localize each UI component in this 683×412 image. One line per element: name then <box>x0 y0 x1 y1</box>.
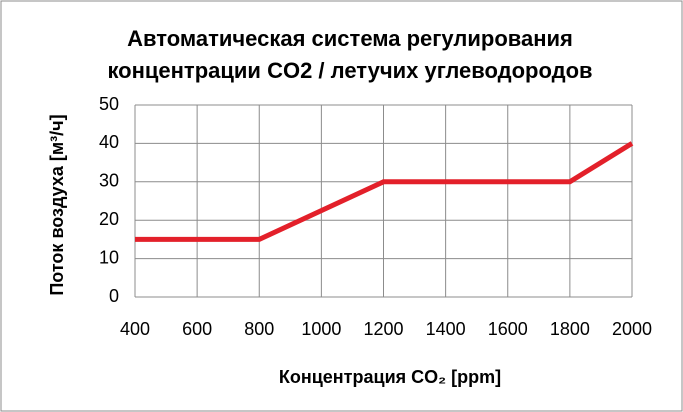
x-tick-label: 2000 <box>612 319 652 339</box>
y-tick-label: 30 <box>99 171 119 191</box>
data-line <box>135 141 634 242</box>
y-tick-label: 40 <box>99 132 119 152</box>
x-tick-label: 400 <box>120 319 150 339</box>
chart-title: Автоматическая система регулирования <box>127 26 573 51</box>
x-tick-label: 1600 <box>488 319 528 339</box>
x-tick-label: 800 <box>244 319 274 339</box>
x-tick-label: 1000 <box>301 319 341 339</box>
x-tick-label: 1200 <box>363 319 403 339</box>
x-tick-label: 600 <box>182 319 212 339</box>
x-tick-label: 1800 <box>550 319 590 339</box>
y-axis-label: Поток воздуха [м³/ч] <box>47 114 67 295</box>
chart-title: концентрации CO2 / летучих углеводородов <box>107 58 592 83</box>
y-tick-label: 10 <box>99 247 119 267</box>
x-tick-label: 1400 <box>426 319 466 339</box>
x-axis-label: Концентрация CO₂ [ppm] <box>279 367 501 387</box>
y-tick-label: 0 <box>109 286 119 306</box>
y-tick-label: 50 <box>99 94 119 114</box>
y-tick-label: 20 <box>99 209 119 229</box>
